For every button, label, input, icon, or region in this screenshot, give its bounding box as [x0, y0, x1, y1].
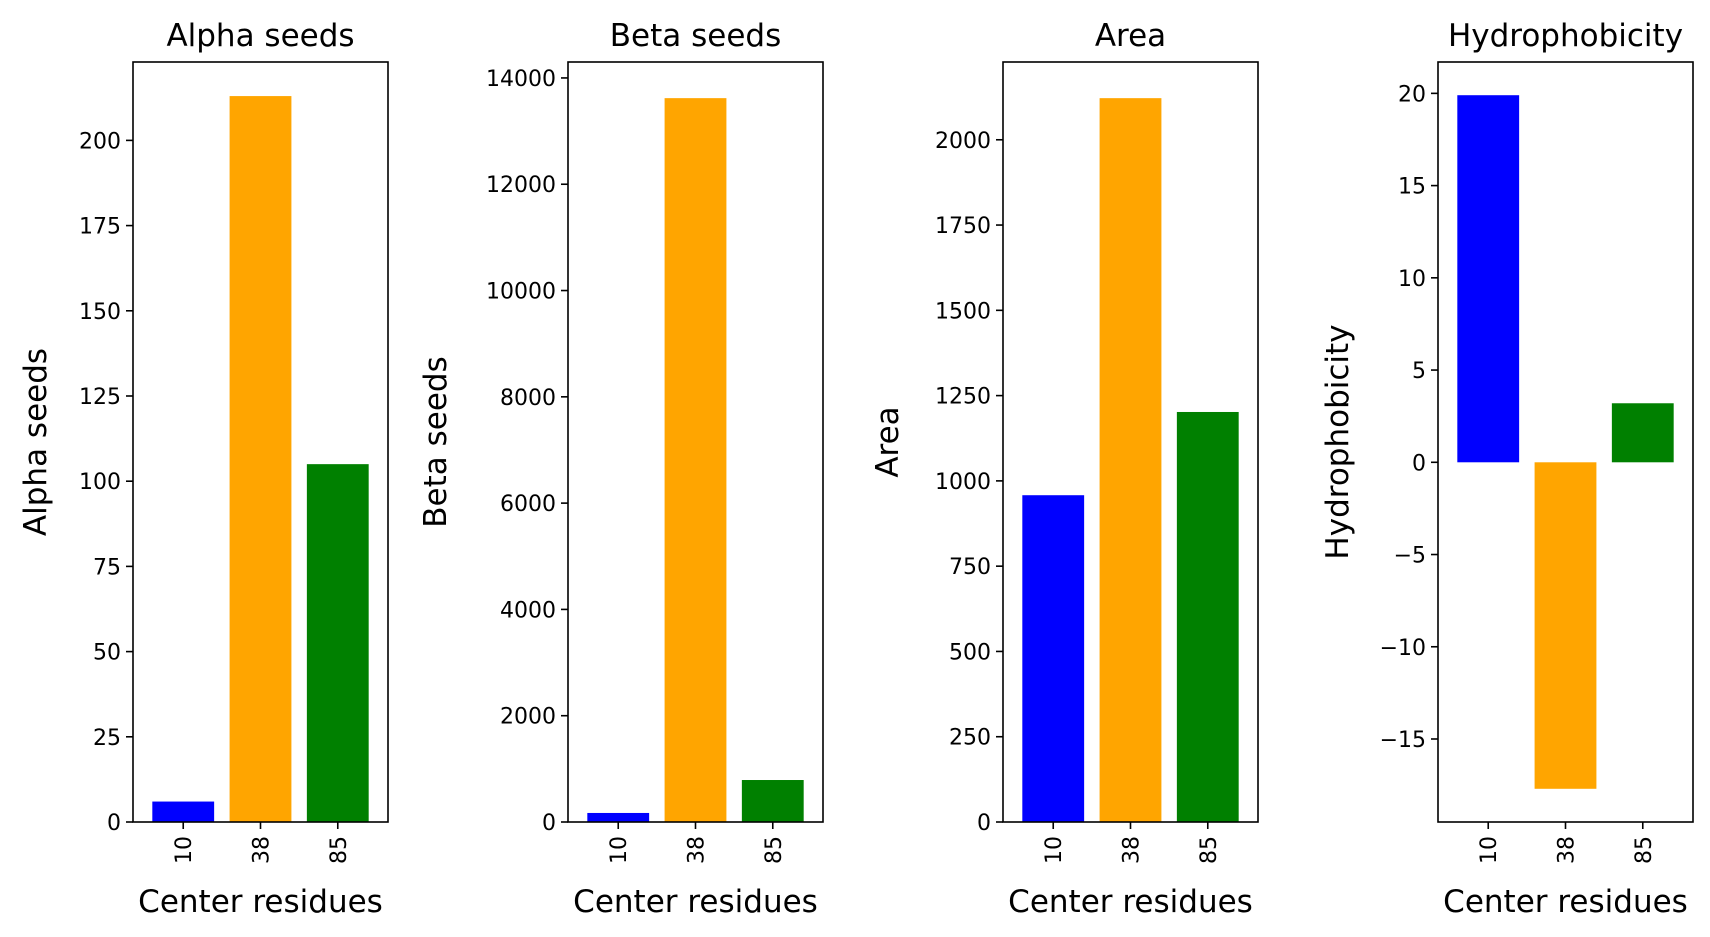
y-tick-label: 1250 [935, 385, 991, 410]
bar-85 [306, 464, 369, 822]
y-tick-label: 0 [1412, 451, 1426, 476]
bar-38 [1534, 462, 1597, 789]
x-tick-label: 38 [685, 836, 710, 864]
y-tick-label: 50 [93, 641, 121, 666]
subplot-2: 0 2000 4000 6000 8000 10000 12000 14000 10 38 85 Be… [418, 18, 824, 920]
bar-10 [152, 801, 215, 822]
y-tick-label: 10000 [486, 280, 556, 305]
subplot-1: 0 25 50 75 100 125 150 175 200 10 38 85 Alpha seeds C… [18, 18, 389, 920]
y-axis-label: Area [870, 406, 906, 477]
y-tick-label: 2000 [935, 129, 991, 154]
x-tick-label: 10 [607, 836, 632, 864]
bar-38 [664, 98, 727, 822]
y-tick-label: 1000 [935, 470, 991, 495]
y-tick-label: 750 [949, 555, 991, 580]
y-tick-label: 15 [1398, 175, 1426, 200]
y-tick-label: 0 [977, 811, 991, 836]
y-axis-label: Alpha seeds [18, 348, 54, 536]
y-tick-label: 0 [542, 811, 556, 836]
bar-85 [741, 780, 804, 822]
x-tick-label: 85 [762, 836, 787, 864]
x-axis-label: Center residues [1008, 884, 1253, 920]
x-tick-label: 85 [1197, 836, 1222, 864]
y-tick-label: 75 [93, 555, 121, 580]
bar-38 [1099, 98, 1162, 823]
x-tick-label: 10 [172, 836, 197, 864]
bar-85 [1611, 403, 1674, 463]
y-tick-label: 250 [949, 726, 991, 751]
x-axis-label: Center residues [573, 884, 818, 920]
x-tick-label: 85 [327, 836, 352, 864]
y-tick-label: 500 [949, 640, 991, 665]
y-tick-label: 2000 [500, 705, 556, 730]
subplot-3: 0 250 500 750 1000 1250 1500 1750 2000 10 38 85 Area… [870, 18, 1259, 920]
y-tick-label: 12000 [486, 173, 556, 198]
chart-title: Area [1095, 18, 1166, 54]
x-tick-label: 85 [1632, 836, 1657, 864]
y-tick-label: −15 [1380, 728, 1426, 753]
y-axis-label: Beta seeds [418, 356, 454, 527]
y-tick-label: −10 [1380, 636, 1426, 661]
bar-85 [1176, 411, 1239, 822]
y-tick-label: 10 [1398, 267, 1426, 292]
x-tick-label: 38 [250, 836, 275, 864]
x-axis-label: Center residues [1443, 884, 1688, 920]
y-tick-label: 20 [1398, 82, 1426, 107]
y-tick-label: 5 [1412, 359, 1426, 384]
y-tick-label: 200 [79, 129, 121, 154]
y-tick-label: 100 [79, 470, 121, 495]
y-tick-label: −5 [1394, 544, 1426, 569]
y-tick-label: 6000 [500, 492, 556, 517]
y-axis-label: Hydrophobicity [1320, 324, 1356, 559]
chart-title: Alpha seeds [166, 18, 354, 54]
y-tick-label: 4000 [500, 598, 556, 623]
x-axis-label: Center residues [138, 884, 383, 920]
y-tick-label: 175 [79, 215, 121, 240]
x-tick-label: 10 [1477, 836, 1502, 864]
x-tick-label: 10 [1042, 836, 1067, 864]
bar-10 [587, 812, 650, 822]
bar-10 [1457, 95, 1520, 463]
bar-10 [1022, 495, 1085, 822]
y-tick-label: 8000 [500, 386, 556, 411]
bar-38 [229, 96, 292, 823]
y-tick-label: 1750 [935, 214, 991, 239]
y-tick-label: 0 [107, 811, 121, 836]
y-tick-label: 125 [79, 385, 121, 410]
y-tick-label: 25 [93, 726, 121, 751]
x-tick-label: 38 [1120, 836, 1145, 864]
y-tick-label: 14000 [486, 67, 556, 92]
y-tick-label: 1500 [935, 299, 991, 324]
chart-title: Hydrophobicity [1448, 18, 1683, 54]
x-tick-label: 38 [1555, 836, 1580, 864]
chart-title: Beta seeds [610, 18, 781, 54]
y-tick-label: 150 [79, 300, 121, 325]
subplot-4: −15 −10 −5 0 5 10 15 20 10 38 85 Hydrophobicity Cent… [1320, 18, 1694, 920]
